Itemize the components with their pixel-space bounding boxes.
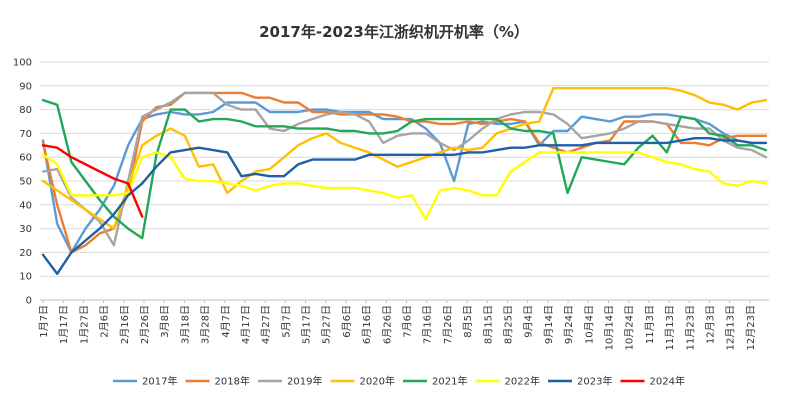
x-tick-label: 3月8日	[159, 305, 171, 338]
x-tick-label: 6月6日	[341, 305, 353, 338]
legend-label: 2021年	[432, 375, 467, 388]
y-tick-label: 50	[19, 177, 32, 188]
x-tick-label: 12月3日	[704, 305, 716, 344]
x-tick-label: 9月14日	[543, 305, 555, 344]
x-tick-label: 1月27日	[78, 305, 90, 344]
legend-label: 2024年	[650, 375, 685, 388]
x-tick-label: 4月27日	[260, 305, 272, 344]
x-tick-label: 6月16日	[361, 305, 373, 344]
x-tick-label: 5月7日	[280, 305, 292, 338]
y-tick-label: 80	[19, 105, 32, 116]
x-tick-label: 8月25日	[502, 305, 514, 344]
x-tick-label: 2月16日	[119, 305, 131, 344]
legend-label: 2019年	[287, 375, 322, 388]
chart-title: 2017年-2023年江浙织机开机率（%）	[259, 23, 529, 41]
series-line-3	[41, 91, 768, 247]
x-tick-label: 11月23日	[684, 305, 696, 350]
legend-label: 2023年	[577, 375, 612, 388]
x-tick-label: 7月26日	[442, 305, 454, 344]
y-tick-label: 70	[19, 129, 32, 140]
legend-label: 2017年	[142, 375, 177, 388]
x-tick-label: 11月3日	[644, 305, 656, 344]
x-axis-ticks: 1月7日 1月17日 1月27日 2月6日 2月16日 2月26日 3月8日 3月18日 3月2…	[38, 300, 757, 350]
x-tick-label: 7月6日	[402, 305, 414, 338]
x-tick-label: 3月18日	[179, 305, 191, 344]
series-line-7	[41, 136, 768, 275]
x-tick-label: 5月27日	[321, 305, 333, 344]
x-tick-label: 8月5日	[462, 305, 474, 338]
x-tick-label: 8月15日	[482, 305, 494, 344]
y-axis-ticks: 0 10 20 30 40 50 60 70 80 90 100	[13, 58, 32, 307]
x-tick-label: 7月16日	[422, 305, 434, 344]
x-tick-label: 1月7日	[38, 305, 50, 338]
y-tick-label: 20	[19, 248, 32, 259]
x-tick-label: 10月14日	[603, 305, 615, 350]
y-tick-label: 10	[19, 272, 32, 283]
legend-label: 2022年	[505, 375, 540, 388]
y-tick-label: 0	[26, 296, 32, 307]
legend-label: 2018年	[215, 375, 250, 388]
y-tick-label: 100	[13, 58, 32, 69]
x-tick-label: 9月24日	[563, 305, 575, 344]
x-tick-label: 11月13日	[664, 305, 676, 350]
x-tick-label: 9月4日	[523, 305, 535, 338]
x-tick-label: 5月17日	[301, 305, 313, 344]
x-tick-label: 4月7日	[220, 305, 232, 338]
x-tick-label: 6月26日	[381, 305, 393, 344]
x-tick-label: 2月26日	[139, 305, 151, 344]
x-tick-label: 12月13日	[725, 305, 737, 350]
y-tick-label: 30	[19, 224, 32, 235]
x-tick-label: 10月4日	[583, 305, 595, 344]
x-tick-label: 10月24日	[624, 305, 636, 350]
series-lines	[41, 86, 768, 275]
x-tick-label: 1月17日	[58, 305, 70, 344]
x-tick-label: 2月6日	[99, 305, 111, 338]
legend: 2017年 2018年 2019年 2020年 2021年 2022年 2023年 2024年	[113, 375, 685, 388]
legend-label: 2020年	[360, 375, 395, 388]
y-tick-label: 90	[19, 81, 32, 92]
x-tick-label: 3月28日	[200, 305, 212, 344]
series-line-5	[41, 98, 768, 240]
y-tick-label: 60	[19, 153, 32, 164]
series-line-8	[41, 144, 144, 218]
y-tick-label: 40	[19, 200, 32, 211]
series-line-6	[41, 151, 768, 221]
x-tick-label: 12月23日	[745, 305, 757, 350]
x-tick-label: 4月17日	[240, 305, 252, 344]
gridlines	[40, 61, 769, 301]
